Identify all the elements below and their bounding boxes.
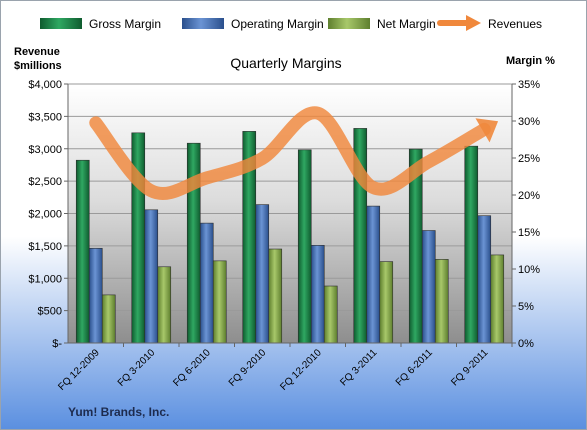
legend-label-net-margin: Net Margin <box>377 17 436 31</box>
bar-operating-margin <box>144 209 159 344</box>
left-tick-label: $1,500 <box>28 241 62 253</box>
bar-gross-margin <box>186 142 201 344</box>
left-axis-title-line2: $millions <box>14 60 62 72</box>
line-revenues-arrowhead <box>475 118 499 143</box>
bar-operating-margin <box>199 222 214 344</box>
right-tick-label: 25% <box>518 153 540 165</box>
left-tick-label: $2,000 <box>28 209 62 221</box>
left-tick-label: $3,000 <box>28 144 62 156</box>
legend: Gross Margin Operating Margin Net Margin… <box>40 15 542 31</box>
bar-net-margin <box>323 285 338 344</box>
bar-net-margin <box>101 294 116 344</box>
bar-net-margin <box>212 260 227 344</box>
right-tick-label: 5% <box>518 301 534 313</box>
chart-title: Quarterly Margins <box>230 55 341 71</box>
left-tick-label: $500 <box>38 306 62 318</box>
right-tick-label: 35% <box>518 79 540 91</box>
bar-operating-margin <box>88 247 103 344</box>
bar-gross-margin <box>131 132 146 344</box>
legend-label-gross-margin: Gross Margin <box>89 17 161 31</box>
legend-swatch-revenues <box>437 15 481 31</box>
legend-label-revenues: Revenues <box>488 17 542 31</box>
line-revenues <box>89 106 491 200</box>
bar-net-margin <box>379 261 394 344</box>
right-tick-label: 15% <box>518 227 540 239</box>
right-tick-label: 0% <box>518 338 534 350</box>
bar-gross-margin <box>75 159 90 344</box>
bar-operating-margin <box>366 205 381 344</box>
right-tick-label: 20% <box>518 190 540 202</box>
right-tick-label: 10% <box>518 264 540 276</box>
legend-swatch-gross-margin <box>40 18 82 29</box>
bar-operating-margin <box>477 215 492 344</box>
bar-net-margin <box>490 254 505 344</box>
left-tick-label: $4,000 <box>28 79 62 91</box>
legend-label-operating-margin: Operating Margin <box>231 17 324 31</box>
left-tick-label: $1,000 <box>28 273 62 285</box>
legend-swatch-operating-margin <box>182 18 224 29</box>
left-tick-label: $2,500 <box>28 176 62 188</box>
bar-operating-margin <box>255 204 270 344</box>
left-tick-label: $3,500 <box>28 111 62 123</box>
bar-operating-margin <box>310 245 325 344</box>
bar-net-margin <box>157 266 172 344</box>
footer-company-name: Yum! Brands, Inc. <box>68 405 169 419</box>
bar-operating-margin <box>421 230 436 344</box>
bar-net-margin <box>268 248 283 344</box>
right-axis-title: Margin % <box>506 55 555 67</box>
left-axis-title-line1: Revenue <box>14 46 60 58</box>
bar-net-margin <box>434 259 449 344</box>
bar-gross-margin <box>297 149 312 344</box>
bar-gross-margin <box>464 145 479 344</box>
legend-swatch-net-margin <box>328 18 370 29</box>
left-tick-label: $- <box>52 338 62 350</box>
right-tick-label: 30% <box>518 116 540 128</box>
